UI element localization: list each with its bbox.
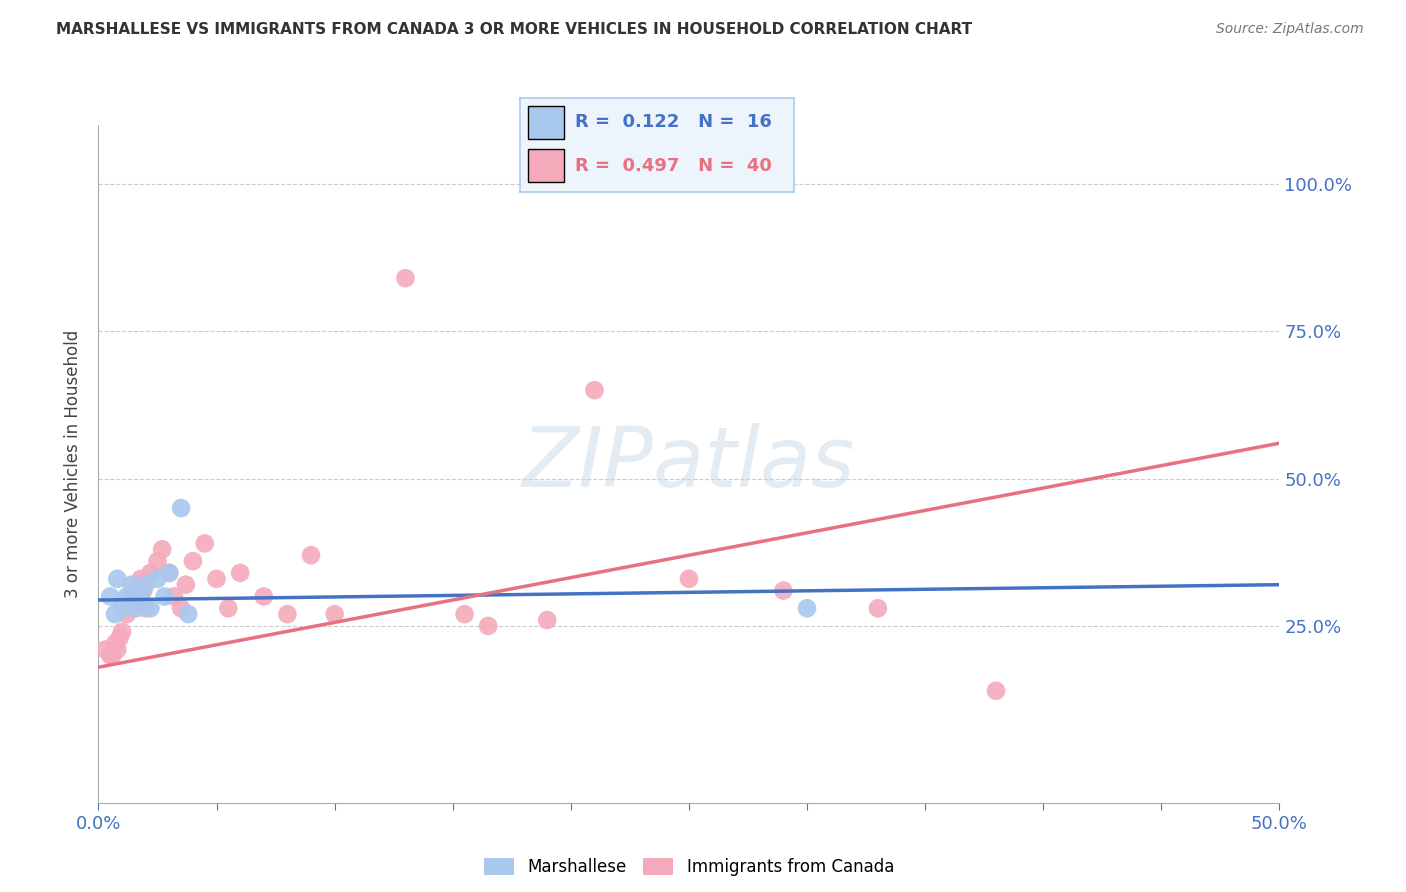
Point — [394, 271, 416, 285]
Point — [181, 554, 204, 568]
Point — [157, 566, 180, 580]
Point — [129, 590, 152, 604]
Point — [678, 572, 700, 586]
Legend: Marshallese, Immigrants from Canada: Marshallese, Immigrants from Canada — [477, 851, 901, 882]
Point — [135, 577, 157, 591]
Point — [772, 583, 794, 598]
Point — [104, 637, 127, 651]
Point — [150, 542, 173, 557]
Point — [128, 577, 150, 591]
Point — [122, 595, 145, 609]
Point — [121, 577, 143, 591]
Point — [115, 607, 138, 622]
Point — [153, 590, 176, 604]
Point — [121, 590, 143, 604]
Point — [984, 683, 1007, 698]
Point — [217, 601, 239, 615]
Text: Source: ZipAtlas.com: Source: ZipAtlas.com — [1216, 22, 1364, 37]
Point — [118, 601, 141, 615]
Point — [129, 572, 152, 586]
Text: R =  0.122   N =  16: R = 0.122 N = 16 — [575, 113, 772, 131]
Point — [111, 624, 134, 639]
Point — [104, 607, 127, 622]
Point — [477, 619, 499, 633]
Point — [796, 601, 818, 615]
Point — [323, 607, 346, 622]
FancyBboxPatch shape — [529, 149, 564, 183]
Point — [108, 631, 131, 645]
Point — [132, 583, 155, 598]
Point — [125, 601, 148, 615]
Point — [583, 383, 606, 397]
Point — [146, 572, 169, 586]
Point — [299, 548, 322, 562]
Point — [536, 613, 558, 627]
Point — [194, 536, 217, 550]
Y-axis label: 3 or more Vehicles in Household: 3 or more Vehicles in Household — [65, 330, 83, 598]
Point — [157, 566, 180, 580]
Point — [105, 642, 128, 657]
Point — [170, 501, 193, 516]
Point — [276, 607, 298, 622]
Point — [111, 601, 134, 615]
Point — [177, 607, 200, 622]
Point — [101, 648, 124, 663]
Point — [115, 590, 138, 604]
Point — [139, 566, 162, 580]
Point — [139, 601, 162, 615]
Point — [253, 590, 276, 604]
FancyBboxPatch shape — [529, 105, 564, 139]
Point — [163, 590, 186, 604]
Point — [453, 607, 475, 622]
Point — [146, 554, 169, 568]
Point — [94, 642, 117, 657]
Point — [105, 572, 128, 586]
Point — [170, 601, 193, 615]
Point — [174, 577, 197, 591]
Point — [866, 601, 889, 615]
Text: R =  0.497   N =  40: R = 0.497 N = 40 — [575, 157, 772, 175]
Point — [229, 566, 252, 580]
Point — [98, 648, 121, 663]
Point — [135, 601, 157, 615]
Point — [205, 572, 228, 586]
Point — [98, 590, 121, 604]
Text: MARSHALLESE VS IMMIGRANTS FROM CANADA 3 OR MORE VEHICLES IN HOUSEHOLD CORRELATIO: MARSHALLESE VS IMMIGRANTS FROM CANADA 3 … — [56, 22, 973, 37]
Text: ZIPatlas: ZIPatlas — [522, 424, 856, 504]
